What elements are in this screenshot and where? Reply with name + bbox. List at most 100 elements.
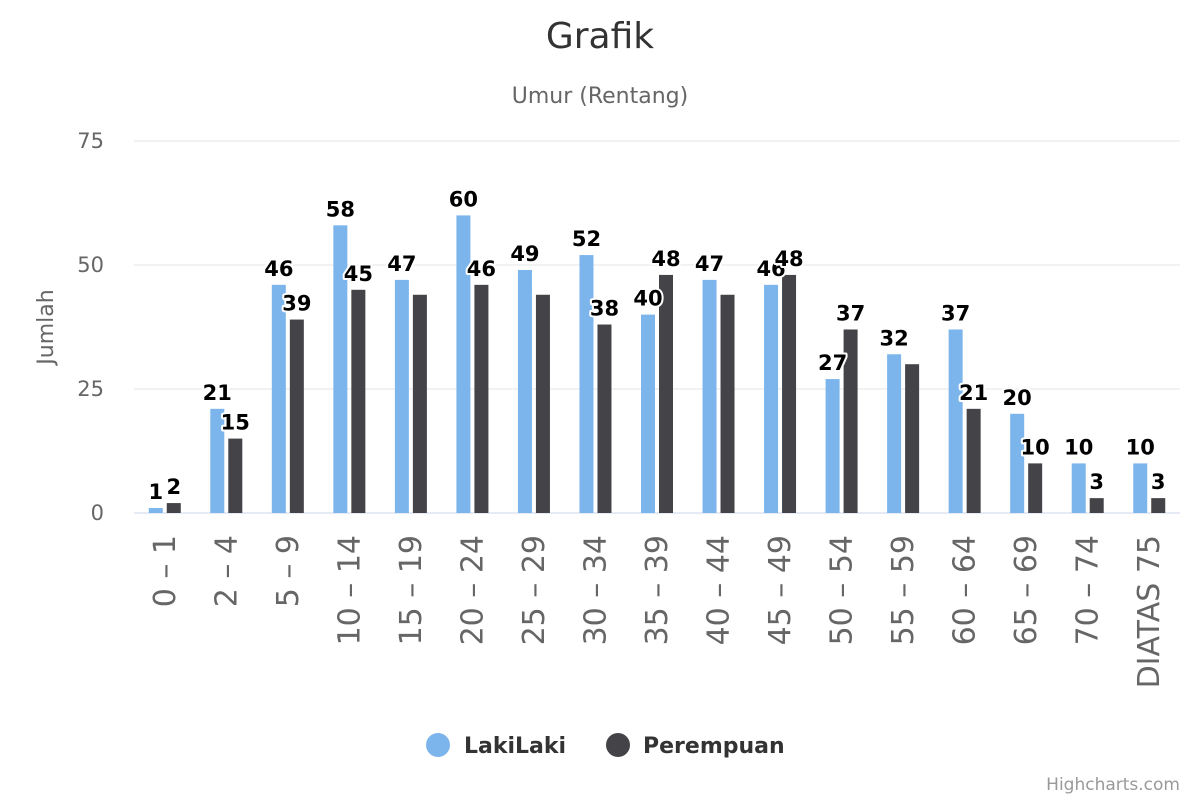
data-label: 40 <box>633 287 662 311</box>
bar-perempuan[interactable] <box>1089 498 1104 513</box>
data-label: 2 <box>166 475 181 499</box>
data-label: 20 <box>1003 386 1032 410</box>
legend[interactable]: LakiLaki Perempuan <box>426 733 785 759</box>
x-tick-label: 65 – 69 <box>1009 535 1044 645</box>
data-label: 47 <box>695 252 724 276</box>
bar-lakilaki[interactable] <box>764 284 779 513</box>
data-label: 46 <box>467 257 496 281</box>
data-label: 48 <box>651 247 680 271</box>
data-label: 47 <box>387 252 416 276</box>
x-tick-label: 2 – 4 <box>209 535 244 607</box>
data-label: 46 <box>756 257 785 281</box>
x-tick-label: 55 – 59 <box>886 535 921 645</box>
data-label: 1 <box>148 480 163 504</box>
data-label: 21 <box>203 381 232 405</box>
data-label: 38 <box>590 297 619 321</box>
data-label: 60 <box>449 187 478 211</box>
bar-perempuan[interactable] <box>535 294 550 513</box>
bar-lakilaki[interactable] <box>271 284 286 513</box>
data-label: 10 <box>1021 435 1050 459</box>
bar-perempuan[interactable] <box>659 274 673 513</box>
bar-lakilaki[interactable] <box>210 408 225 513</box>
y-tick-label: 50 <box>77 253 104 277</box>
grid-lines: 0 25 50 75 <box>77 129 1180 525</box>
bar-perempuan[interactable] <box>843 329 858 513</box>
bar-lakilaki[interactable] <box>333 225 348 513</box>
x-tick-label: 10 – 14 <box>332 535 367 645</box>
bar-perempuan[interactable] <box>412 294 427 513</box>
bar-perempuan[interactable] <box>597 324 612 513</box>
data-label: 58 <box>326 197 355 221</box>
x-tick-label: DIATAS 75 <box>1132 535 1167 688</box>
data-label: 39 <box>282 292 311 316</box>
data-label: 3 <box>1151 470 1166 494</box>
data-label: 49 <box>510 242 539 266</box>
bar-perempuan[interactable] <box>289 319 304 513</box>
bar-lakilaki[interactable] <box>148 508 163 513</box>
x-tick-label: 70 – 74 <box>1071 535 1106 645</box>
x-tick-label: 50 – 54 <box>825 535 860 645</box>
bar-lakilaki[interactable] <box>394 279 409 513</box>
bar-lakilaki[interactable] <box>517 269 532 513</box>
legend-marker <box>606 733 630 757</box>
bar-lakilaki[interactable] <box>579 255 594 513</box>
x-tick-label: 60 – 64 <box>948 535 983 645</box>
x-axis: 0 – 1 2 – 4 5 – 9 10 – 14 15 – 19 20 – 24 25 –… <box>148 535 1167 688</box>
data-label: 10 <box>1064 435 1093 459</box>
data-label: 45 <box>344 262 373 286</box>
data-label: 48 <box>774 247 803 271</box>
bar-perempuan[interactable] <box>474 284 489 513</box>
bar-perempuan[interactable] <box>905 364 920 513</box>
data-label: 27 <box>818 351 847 375</box>
legend-item-perempuan[interactable]: Perempuan <box>606 733 785 759</box>
bar-lakilaki[interactable] <box>1133 463 1148 513</box>
y-tick-label: 75 <box>77 129 104 153</box>
bar-lakilaki[interactable] <box>887 354 902 513</box>
x-tick-label: 20 – 24 <box>455 535 490 645</box>
chart-title: Grafik <box>546 16 654 57</box>
bar-perempuan[interactable] <box>720 294 735 513</box>
bar-lakilaki[interactable] <box>1010 413 1025 513</box>
data-label: 37 <box>836 301 865 325</box>
legend-label: Perempuan <box>643 734 785 759</box>
x-tick-label: 15 – 19 <box>394 535 429 645</box>
x-tick-label: 25 – 29 <box>517 535 552 645</box>
legend-item-lakilaki[interactable]: LakiLaki <box>426 733 566 759</box>
data-labels: 1 21 46 58 47 60 49 52 40 47 46 27 32 37 20 10 10 2 15 39 45… <box>146 185 1167 506</box>
bar-lakilaki[interactable] <box>1071 463 1086 513</box>
x-tick-label: 35 – 39 <box>640 535 675 645</box>
y-tick-label: 25 <box>77 377 104 401</box>
x-tick-label: 5 – 9 <box>271 535 306 607</box>
bar-perempuan[interactable] <box>166 503 181 513</box>
y-axis-title: Jumlah <box>34 289 59 366</box>
data-label: 15 <box>221 411 250 435</box>
data-label: 32 <box>880 326 909 350</box>
chart-subtitle: Umur (Rentang) <box>512 84 688 109</box>
bar-perempuan[interactable] <box>351 289 366 513</box>
bar-perempuan[interactable] <box>228 438 243 513</box>
data-label: 46 <box>264 257 293 281</box>
x-tick-label: 45 – 49 <box>763 535 798 645</box>
bars <box>148 215 1166 513</box>
bar-lakilaki[interactable] <box>456 215 471 513</box>
bar-lakilaki[interactable] <box>641 314 655 513</box>
bar-perempuan[interactable] <box>782 274 797 513</box>
bar-perempuan[interactable] <box>1151 498 1166 513</box>
data-label: 3 <box>1089 470 1104 494</box>
data-label: 52 <box>572 227 601 251</box>
bar-lakilaki[interactable] <box>702 279 717 513</box>
x-tick-label: 30 – 34 <box>578 535 613 645</box>
y-tick-label: 0 <box>91 501 104 525</box>
legend-marker <box>426 733 450 757</box>
bar-lakilaki[interactable] <box>825 379 840 513</box>
data-label: 21 <box>959 381 988 405</box>
bar-lakilaki[interactable] <box>948 329 963 513</box>
bar-perempuan[interactable] <box>1028 463 1043 513</box>
legend-label: LakiLaki <box>464 734 566 759</box>
x-tick-label: 0 – 1 <box>148 535 183 607</box>
data-label: 10 <box>1126 435 1155 459</box>
credits-link[interactable]: Highcharts.com <box>1046 775 1180 795</box>
bar-perempuan[interactable] <box>966 408 981 513</box>
